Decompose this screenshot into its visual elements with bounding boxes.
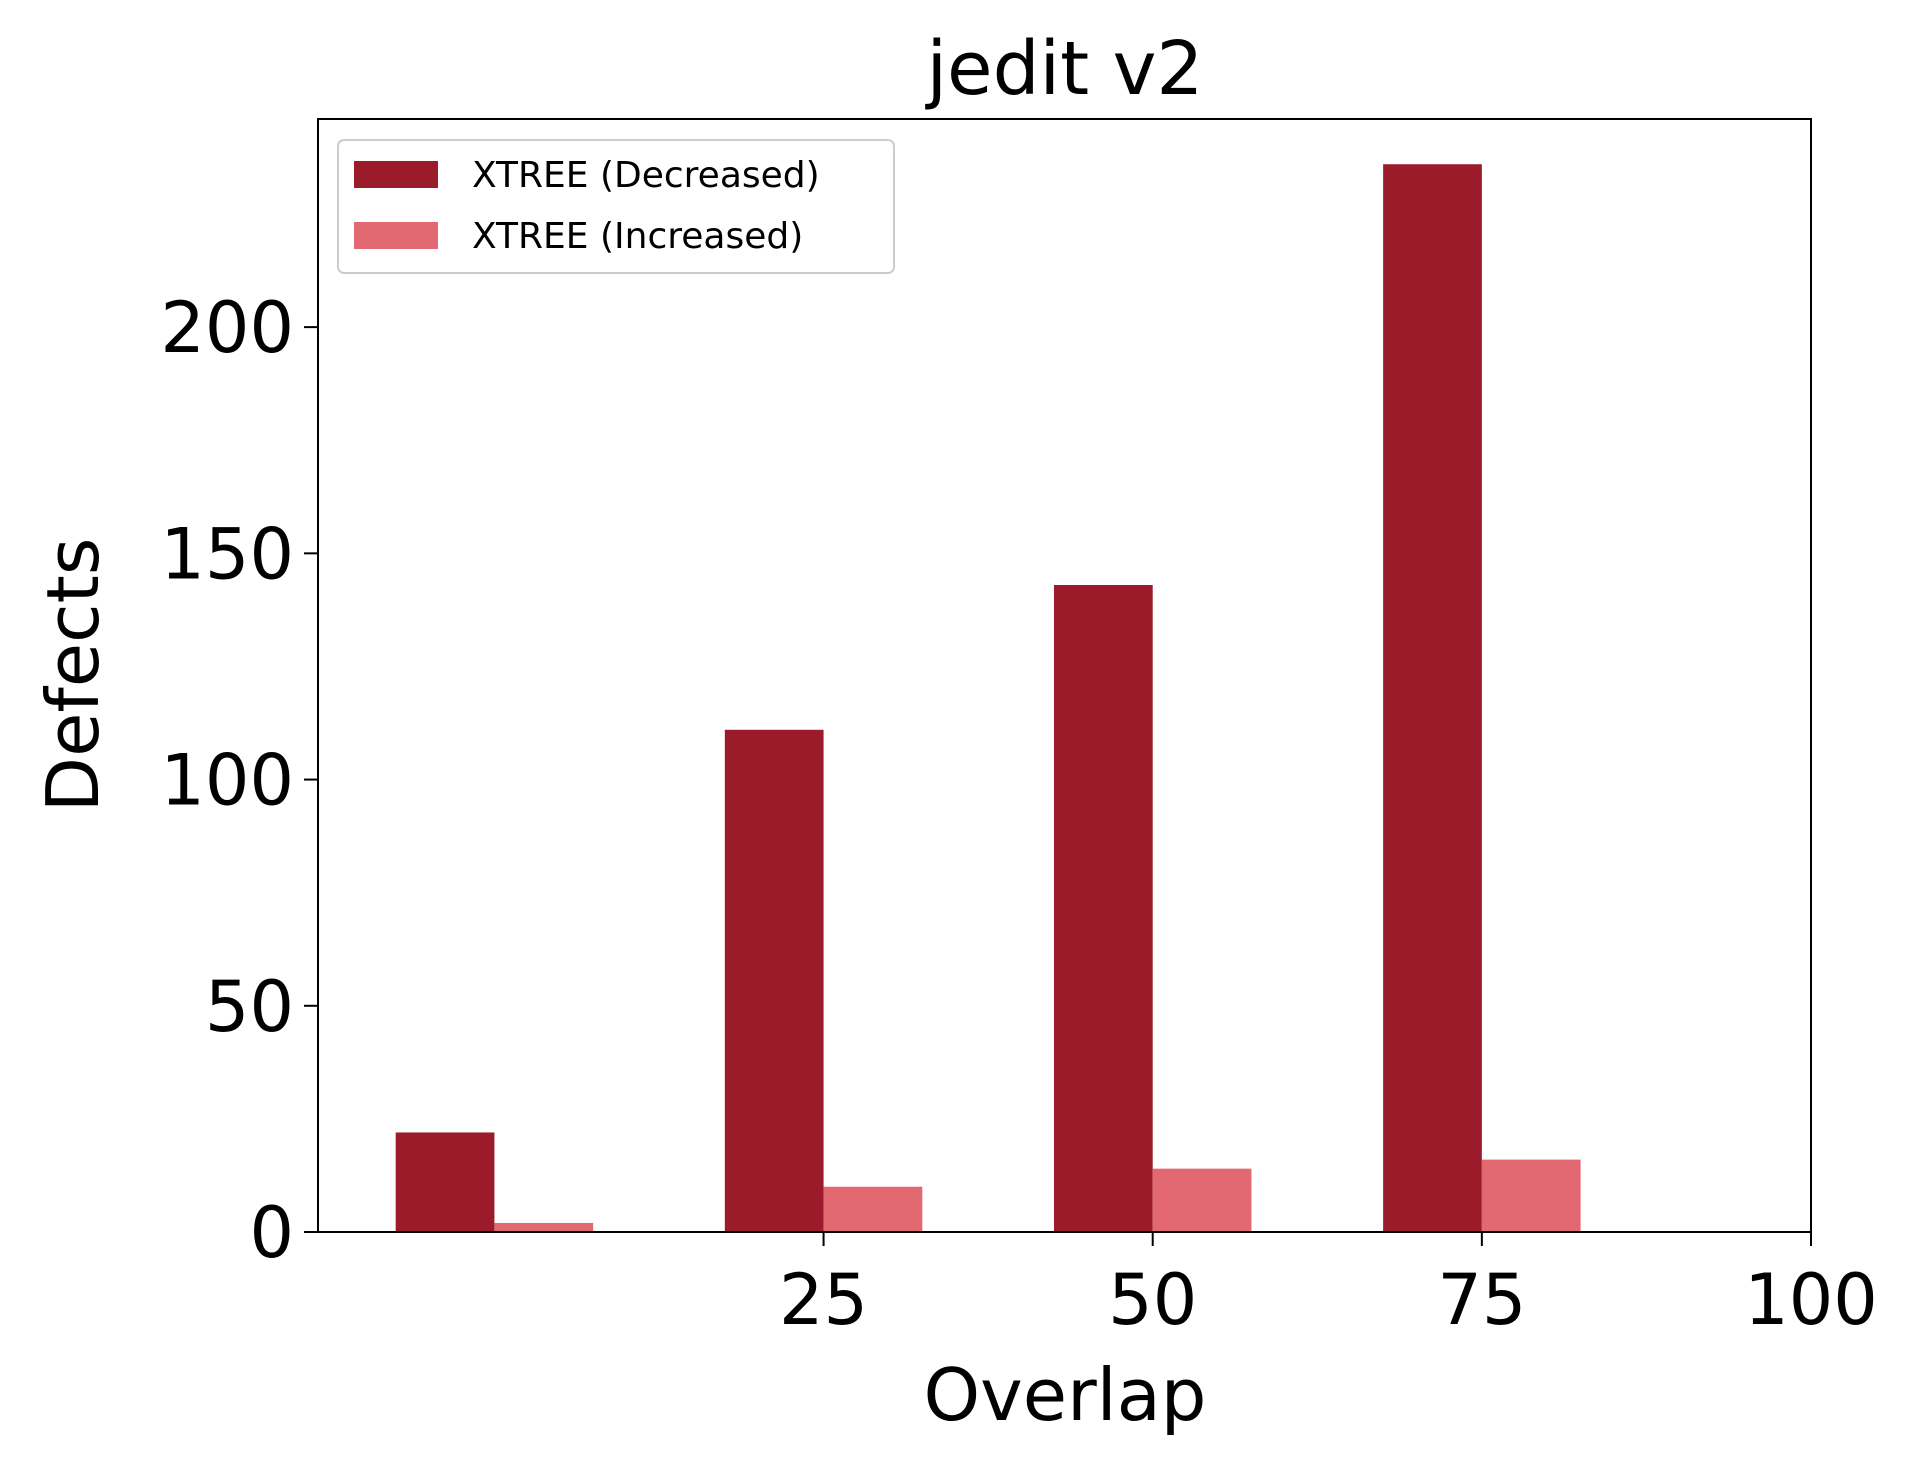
x-tick-label: 50: [1108, 1259, 1197, 1341]
y-tick-label: 50: [205, 966, 294, 1048]
bar-increased-3: [1152, 1168, 1252, 1232]
y-axis-label: Defects: [31, 538, 115, 813]
y-tick-label: 0: [249, 1192, 294, 1274]
legend-label: XTREE (Increased): [472, 216, 803, 257]
bar-decreased-4: [1383, 164, 1482, 1232]
x-tick-label: 75: [1437, 1259, 1526, 1341]
legend-swatch: [354, 161, 438, 188]
bar-decreased-1: [395, 1132, 495, 1232]
x-tick-label: 25: [779, 1259, 868, 1341]
legend: XTREE (Decreased) XTREE (Increased): [337, 139, 895, 274]
x-tick-label: 100: [1744, 1259, 1878, 1341]
x-axis: 25 50 75 100: [779, 1232, 1878, 1341]
bar-decreased-2: [724, 729, 824, 1232]
y-tick-label: 100: [160, 740, 294, 822]
bar-decreased-3: [1053, 585, 1153, 1232]
bars: [395, 164, 1581, 1232]
legend-label: XTREE (Decreased): [472, 155, 820, 196]
legend-box: [337, 139, 895, 274]
bar-increased-4: [1481, 1159, 1581, 1232]
y-tick-label: 200: [160, 287, 294, 369]
legend-swatch: [354, 222, 438, 249]
y-tick-label: 150: [160, 513, 294, 595]
bar-increased-2: [823, 1186, 923, 1232]
y-axis: 0 50 100 150 200: [160, 287, 318, 1274]
x-axis-label: Overlap: [923, 1353, 1206, 1437]
bar-increased-1: [494, 1222, 594, 1232]
chart-title: jedit v2: [924, 26, 1203, 112]
plot-frame: [317, 118, 1812, 1233]
